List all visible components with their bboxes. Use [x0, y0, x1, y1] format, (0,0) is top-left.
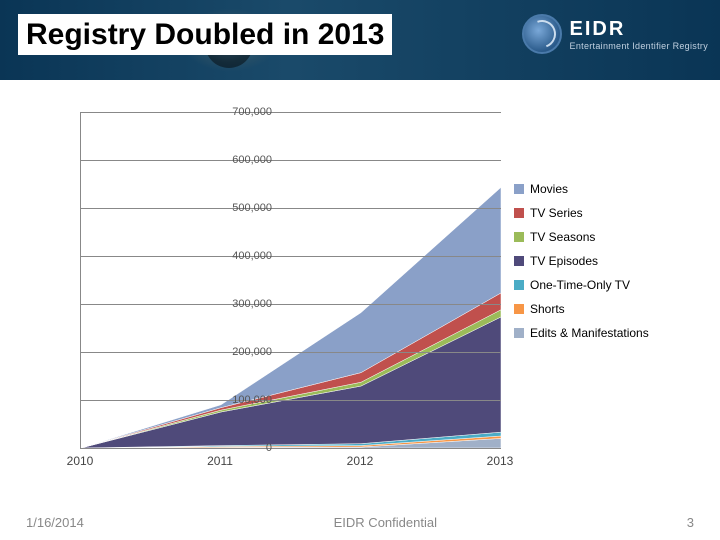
legend-item: Shorts [514, 302, 704, 316]
x-tick-label: 2011 [207, 454, 233, 468]
legend-label: TV Series [530, 206, 583, 220]
y-tick-label: 300,000 [232, 298, 272, 310]
y-tick-label: 600,000 [232, 154, 272, 166]
gridline [81, 304, 501, 305]
gridline [81, 160, 501, 161]
legend-item: Edits & Manifestations [514, 326, 704, 340]
legend-label: Shorts [530, 302, 565, 316]
x-tick-label: 2013 [487, 454, 514, 468]
legend-swatch [514, 208, 524, 218]
legend-swatch [514, 232, 524, 242]
legend-swatch [514, 256, 524, 266]
legend-item: Movies [514, 182, 704, 196]
legend-label: TV Episodes [530, 254, 598, 268]
y-tick-label: 0 [266, 442, 272, 454]
gridline [81, 112, 501, 113]
legend-label: Edits & Manifestations [530, 326, 649, 340]
slide-title: Registry Doubled in 2013 [18, 14, 392, 55]
footer-date: 1/16/2014 [26, 515, 84, 530]
eidr-logo: EIDR Entertainment Identifier Registry [522, 14, 708, 54]
legend-item: One-Time-Only TV [514, 278, 704, 292]
legend-label: Movies [530, 182, 568, 196]
gridline [81, 256, 501, 257]
chart-areas [81, 112, 501, 448]
y-tick-label: 700,000 [232, 106, 272, 118]
y-tick-label: 400,000 [232, 250, 272, 262]
chart-legend: Movies TV Series TV Seasons TV Episodes One-… [514, 182, 704, 350]
legend-item: TV Seasons [514, 230, 704, 244]
eidr-logo-mark [522, 14, 562, 54]
x-tick-label: 2012 [347, 454, 374, 468]
legend-item: TV Episodes [514, 254, 704, 268]
legend-swatch [514, 328, 524, 338]
footer-confidential: EIDR Confidential [334, 515, 437, 530]
slide-footer: 1/16/2014 EIDR Confidential 3 [0, 515, 720, 530]
gridline [81, 400, 501, 401]
eidr-logo-subtext: Entertainment Identifier Registry [570, 41, 708, 51]
x-tick-label: 2010 [67, 454, 94, 468]
legend-item: TV Series [514, 206, 704, 220]
y-tick-label: 100,000 [232, 394, 272, 406]
legend-label: TV Seasons [530, 230, 595, 244]
y-tick-label: 500,000 [232, 202, 272, 214]
legend-swatch [514, 304, 524, 314]
legend-swatch [514, 280, 524, 290]
slide-header: Registry Doubled in 2013 EIDR Entertainm… [0, 0, 720, 80]
gridline [81, 352, 501, 353]
gridline [81, 208, 501, 209]
area-chart: 0 100,000 200,000 300,000 400,000 500,000 600,… [20, 112, 700, 482]
eidr-logo-text: EIDR [570, 18, 708, 41]
y-tick-label: 200,000 [232, 346, 272, 358]
chart-plot-area [80, 112, 501, 449]
legend-swatch [514, 184, 524, 194]
footer-page-number: 3 [687, 515, 694, 530]
legend-label: One-Time-Only TV [530, 278, 630, 292]
